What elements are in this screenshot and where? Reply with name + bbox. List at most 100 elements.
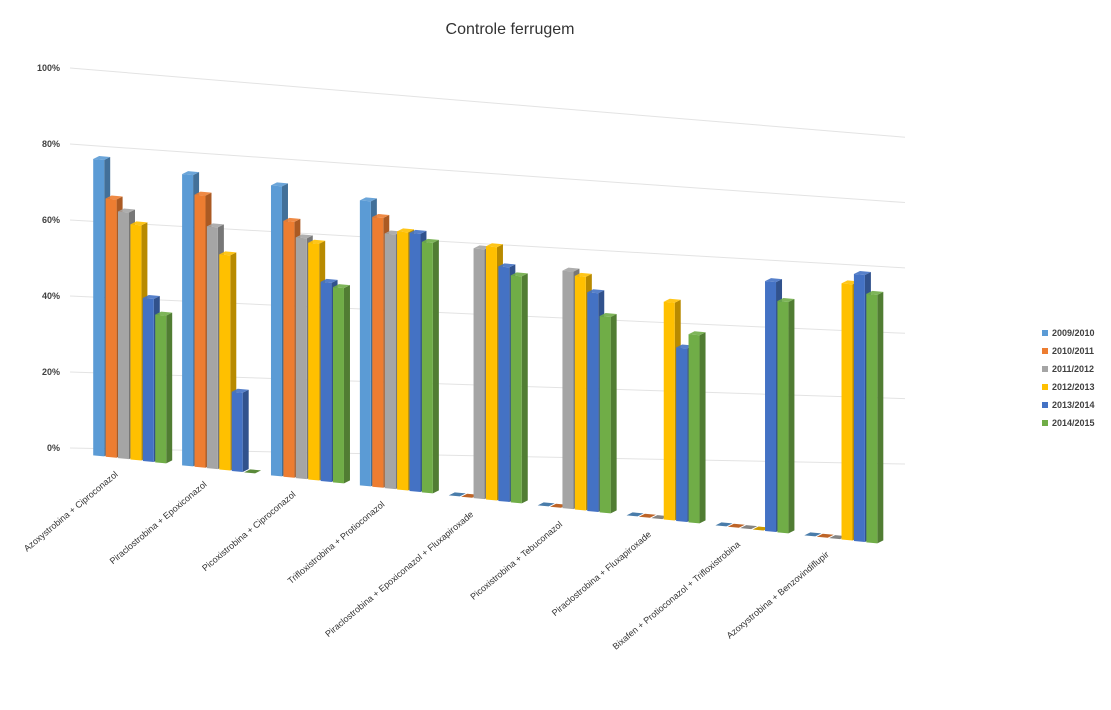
bar-base — [448, 492, 466, 497]
legend: 2009/2010 2010/2011 2011/2012 2012/2013 2013… — [1042, 328, 1095, 428]
bar-front — [866, 293, 878, 544]
bar-front — [688, 334, 700, 524]
bar-2009-2010-8 — [715, 522, 733, 527]
bar-top — [359, 197, 377, 202]
bar-top — [105, 195, 123, 200]
bar-2014-2015-8 — [777, 298, 795, 534]
bar-top — [308, 239, 326, 244]
bar-front — [182, 174, 194, 467]
category-label: Trifloxistrobina + Protioconazol — [286, 499, 387, 586]
bar-base — [537, 502, 555, 507]
bar-top — [562, 267, 580, 272]
y-tick-label: 0% — [47, 443, 60, 453]
bar-2009-2010-5 — [448, 492, 466, 497]
bar-top — [332, 284, 350, 289]
bar-front — [587, 292, 599, 512]
bar-2014-2015-5 — [510, 272, 528, 504]
bar-base — [715, 522, 733, 527]
bar-2014-2015-4 — [421, 238, 439, 494]
bar-base — [804, 532, 822, 537]
bar-side — [432, 239, 439, 494]
bar-base — [638, 513, 656, 518]
bar-top — [397, 228, 415, 233]
bar-front — [384, 233, 396, 490]
legend-swatch — [1042, 330, 1048, 336]
y-tick-label: 20% — [42, 367, 60, 377]
bar-2011-2012-8 — [740, 525, 758, 530]
bar-2010-2011-9 — [816, 533, 834, 538]
y-tick-label: 40% — [42, 291, 60, 301]
bar-top — [320, 278, 338, 283]
bar-top — [206, 223, 224, 228]
bar-front — [118, 211, 129, 460]
legend-label: 2014/2015 — [1052, 418, 1095, 428]
bar-2010-2011-7 — [638, 513, 656, 518]
bar-front — [359, 200, 371, 487]
bar-front — [194, 194, 206, 468]
bar-front — [219, 254, 231, 471]
bar-front — [421, 241, 433, 494]
category-label: Picoxistrobina + Ciproconazol — [200, 489, 297, 573]
legend-label: 2011/2012 — [1052, 364, 1094, 374]
category-label: Bixafen + Protioconazol + Trifloxistrobi… — [611, 539, 742, 651]
bar-top — [688, 331, 706, 336]
bar-side — [166, 312, 173, 464]
legend-label: 2012/2013 — [1052, 382, 1095, 392]
bar-2009-2010-6 — [537, 502, 555, 507]
bar-front — [105, 198, 117, 458]
bar-2014-2015-7 — [688, 331, 706, 524]
category-label: Azoxystrobina + Benzovindiflupir — [725, 549, 831, 640]
bar-top — [485, 243, 503, 248]
legend-label: 2010/2011 — [1052, 346, 1094, 356]
legend-swatch — [1042, 384, 1048, 390]
bar-front — [320, 281, 332, 482]
bar-top — [663, 298, 681, 303]
bar-top — [182, 171, 200, 176]
gridline — [69, 143, 906, 204]
bar-side — [699, 332, 706, 524]
category-label: Piraclostrobina + Fluxapiroxade — [550, 529, 653, 618]
bar-front — [473, 248, 485, 500]
bar-2013-2014-2 — [231, 388, 249, 472]
bar-front — [142, 297, 154, 462]
bar-front — [332, 287, 344, 484]
bar-front — [676, 347, 688, 522]
bar-side — [788, 299, 795, 534]
bar-front — [599, 315, 611, 514]
legend-label: 2013/2014 — [1052, 400, 1095, 410]
legend-swatch — [1042, 366, 1048, 372]
bar-top — [574, 272, 592, 277]
bar-front — [562, 270, 574, 510]
bar-top — [142, 294, 160, 299]
bar-front — [295, 237, 307, 480]
bar-top — [599, 312, 617, 317]
bar-2010-2011-8 — [727, 523, 745, 528]
y-axis: 0% 20% 40% 60% 80% 100% — [37, 63, 60, 453]
legend-label: 2009/2010 — [1052, 328, 1095, 338]
bar-front — [853, 273, 865, 542]
bar-2014-2015-6 — [599, 312, 617, 514]
bar-top — [219, 251, 237, 256]
bar-top — [130, 221, 148, 226]
bar-front — [270, 185, 282, 477]
bar-top — [765, 278, 783, 283]
bar-side — [877, 291, 884, 544]
bar-top — [587, 289, 605, 294]
bar-front — [663, 301, 675, 521]
y-tick-label: 100% — [37, 63, 60, 73]
x-axis: Azoxystrobina + CiproconazolPiraclostrob… — [22, 469, 831, 651]
bar-front — [231, 391, 243, 472]
bar-2014-2015-9 — [866, 290, 884, 544]
bar-top — [93, 156, 111, 161]
bar-front — [206, 226, 218, 470]
bar-top — [498, 263, 516, 268]
bar-top — [421, 238, 439, 243]
bar-front — [397, 231, 409, 491]
bar-front — [777, 301, 789, 534]
bar-top — [155, 311, 173, 316]
bar-side — [610, 313, 617, 514]
bar-top — [231, 388, 249, 393]
bar-top — [372, 213, 390, 218]
